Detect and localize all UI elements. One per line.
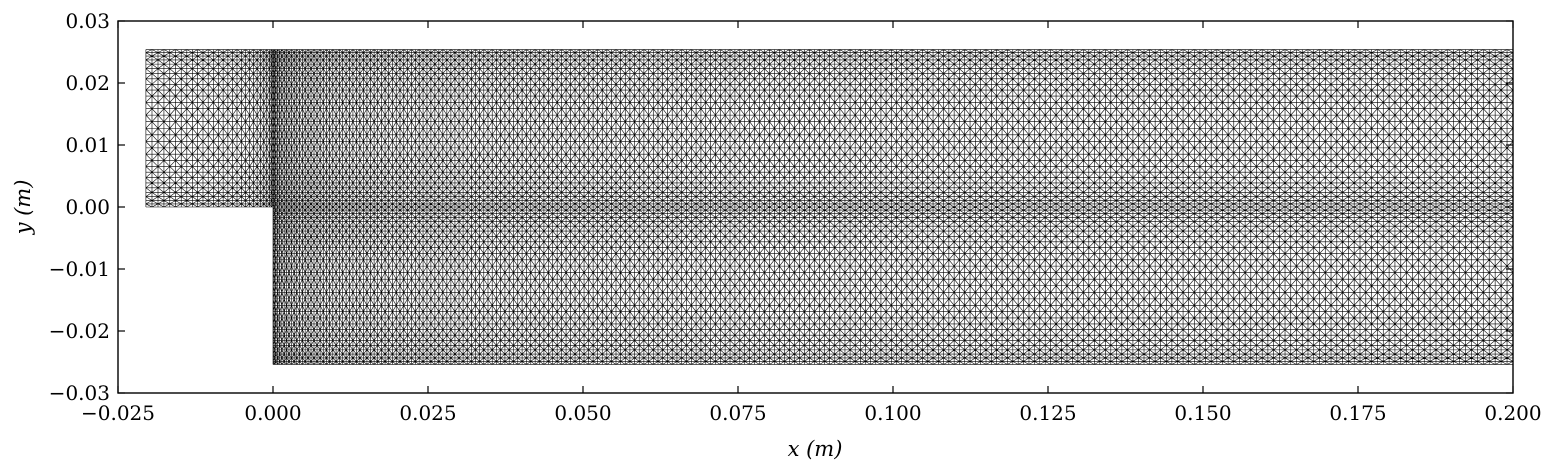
x-tick-label: 0.175	[1329, 401, 1386, 425]
y-axis-label: y (m)	[11, 180, 35, 236]
x-tick-label: 0.200	[1484, 401, 1541, 425]
x-tick-label: 0.125	[1019, 401, 1076, 425]
x-axis: −0.025 0.000 0.025 0.050 0.075 0.100 0.125 0.15…	[81, 21, 1542, 425]
x-tick-label: −0.025	[81, 401, 155, 425]
y-tick-label: −0.03	[49, 381, 110, 405]
x-tick-label: 0.100	[864, 401, 921, 425]
y-tick-label: 0.02	[65, 71, 110, 95]
mesh-grid	[145, 49, 1514, 365]
y-tick-label: −0.01	[49, 257, 110, 281]
x-tick-label: 0.025	[399, 401, 456, 425]
y-tick-label: −0.02	[49, 319, 110, 343]
x-tick-label: 0.000	[244, 401, 301, 425]
y-axis: 0.03 0.02 0.01 0.00 −0.01 −0.02 −0.03	[49, 9, 1513, 405]
x-tick-label: 0.050	[554, 401, 611, 425]
x-tick-label: 0.150	[1174, 401, 1231, 425]
y-tick-label: 0.00	[65, 195, 110, 219]
mesh-edges	[145, 49, 1514, 365]
x-axis-label: x (m)	[788, 437, 843, 461]
y-tick-label: 0.01	[65, 133, 110, 157]
y-tick-label: 0.03	[65, 9, 110, 33]
x-tick-label: 0.075	[709, 401, 766, 425]
